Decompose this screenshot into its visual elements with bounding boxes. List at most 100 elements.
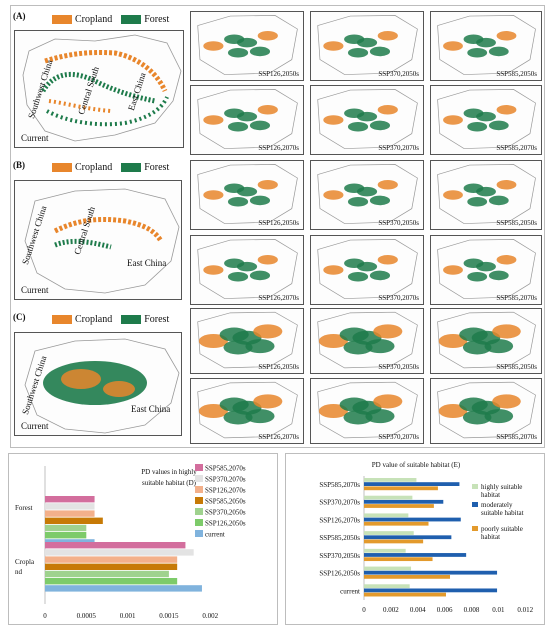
scenario-label: SSP585,2070s	[496, 433, 537, 441]
current-label: Current	[21, 133, 49, 143]
habitat-patch	[236, 261, 258, 272]
habitat-patch	[223, 340, 253, 355]
habitat-patch	[347, 272, 369, 282]
legend-label: SSP370,2050s	[205, 509, 246, 517]
mini-map-svg	[197, 239, 298, 299]
legend-label: moderately	[481, 501, 513, 509]
habitat-patch	[443, 265, 463, 275]
legend-label: habitat	[481, 491, 500, 499]
habitat-patch	[476, 186, 496, 197]
label-east-china: East China	[131, 404, 171, 414]
habitat-patch	[356, 261, 378, 272]
habitat-patch	[203, 41, 224, 51]
habitat-patch	[467, 197, 488, 207]
chart-e: PD value of suitable habitat (E) 0 0.002 0.…	[319, 461, 533, 614]
habitat-patch	[488, 46, 509, 57]
bar-highly-suitable-habitat-current	[364, 584, 410, 589]
bar-ssp126-2070s-forest	[45, 510, 95, 517]
bar-moderately-suitable-habitat-current	[364, 588, 498, 593]
bar-moderately-suitable-habitat-ssp370-2070s	[364, 499, 444, 504]
x-tick-label: 0.002	[383, 606, 399, 614]
habitat-patch	[236, 111, 258, 122]
scenario-label: SSP370,2070s	[378, 433, 419, 441]
scenario-label: SSP126,2050s	[258, 70, 299, 78]
map-outline	[437, 381, 536, 439]
map-b-ssp585-2050: SSP585,2050s	[430, 160, 542, 230]
scenario-label: SSP126,2070s	[258, 294, 299, 302]
label-east-china: East China	[127, 258, 167, 268]
panel-c-label: (C)	[13, 312, 26, 322]
bar-ssp370-2050s-cropland	[45, 570, 169, 578]
bar-ssp370-2070s-cropland	[45, 549, 194, 556]
x-tick-label: 0.001	[120, 612, 136, 620]
legend-swatch	[472, 484, 478, 489]
category-label-cropland: Cropla	[15, 558, 35, 566]
habitat-patch	[369, 120, 391, 131]
habitat-patch	[323, 190, 344, 200]
habitat-patch	[236, 186, 258, 197]
habitat-patch	[318, 333, 348, 349]
x-tick-label: 0.008	[464, 606, 480, 614]
habitat-patch	[496, 31, 517, 41]
cropland-swatch	[52, 163, 72, 172]
bar-ssp126-2050s-forest	[45, 532, 87, 539]
map-c-ssp585-2050: SSP585,2050s	[430, 308, 542, 374]
habitat-patch	[492, 394, 521, 409]
category-label: SSP126,2070s	[319, 516, 360, 524]
bar-ssp126-2070s-cropland	[45, 556, 178, 563]
legend-label: highly suitable	[481, 483, 522, 491]
mini-map-svg	[317, 311, 418, 369]
map-outline	[197, 15, 298, 75]
habitat-patch	[249, 270, 271, 281]
map-b-current: Southwest China Central South East China…	[14, 180, 182, 300]
cropland-legend-label: Cropland	[75, 14, 113, 25]
bar-poorly-suitable-habitat-ssp126-2050s	[364, 574, 451, 579]
habitat-patch	[438, 403, 468, 419]
habitat-patch	[356, 186, 378, 197]
habitat-patch	[484, 339, 514, 354]
bar-moderately-suitable-habitat-ssp585-2050s	[364, 535, 452, 540]
legend-swatch	[195, 530, 203, 537]
cropland-legend-label: Cropland	[75, 162, 113, 173]
map-a-ssp126-2050: SSP126,2050s	[190, 11, 304, 81]
bar-poorly-suitable-habitat-ssp126-2070s	[364, 521, 429, 526]
habitat-patch	[347, 122, 369, 132]
habitat-patch	[245, 409, 275, 424]
category-label: SSP585,2050s	[319, 534, 360, 542]
habitat-patch	[257, 105, 278, 115]
map-outline	[437, 311, 536, 369]
habitat-patch	[257, 31, 278, 41]
habitat-patch	[227, 122, 249, 132]
habitat-patch	[373, 394, 403, 409]
map-outline	[197, 164, 298, 224]
habitat-patch	[257, 180, 278, 190]
habitat-patch	[467, 122, 488, 132]
habitat-patch	[198, 403, 228, 419]
x-tick-label: 0.006	[437, 606, 453, 614]
habitat-patch	[253, 394, 283, 409]
map-outline	[197, 239, 298, 299]
map-c-current-svg	[24, 338, 180, 434]
scenario-label: SSP585,2050s	[496, 219, 537, 227]
legend-swatch	[195, 464, 203, 471]
map-a-ssp585-2070: SSP585,2070s	[430, 85, 542, 155]
mini-map-svg	[437, 239, 536, 299]
habitat-patch	[227, 48, 249, 58]
chart-d-box: PD values in highly suitable habitat (D) 0…	[8, 453, 278, 625]
habitat-patch	[236, 37, 258, 48]
bar-poorly-suitable-habitat-ssp585-2050s	[364, 539, 424, 544]
category-label-forest: Forest	[15, 504, 33, 512]
current-label: Current	[21, 285, 49, 295]
panel-a-label: (A)	[13, 11, 26, 21]
mini-map-svg	[437, 381, 536, 439]
map-outline	[317, 15, 418, 75]
current-label: Current	[21, 421, 49, 431]
habitat-patch	[365, 339, 395, 354]
legend-label: habitat	[481, 533, 500, 541]
scenario-label: SSP585,2050s	[496, 363, 537, 371]
habitat-patch	[484, 409, 514, 424]
mini-map-svg	[197, 89, 298, 149]
habitat-patch	[462, 410, 492, 425]
bar-ssp370-2070s-forest	[45, 503, 95, 510]
